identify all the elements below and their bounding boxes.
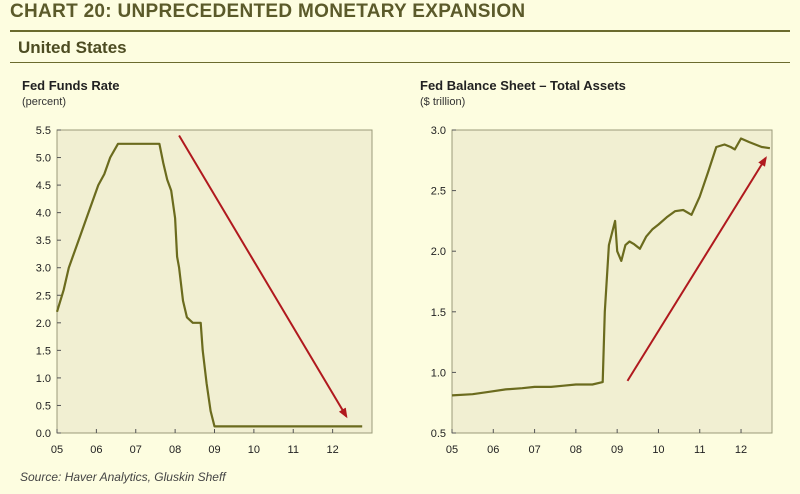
x-tick-label: 07: [528, 444, 540, 456]
right-panel-unit: ($ trillion): [420, 96, 466, 108]
y-tick-label: 2.0: [36, 318, 51, 330]
fed-funds-trend-arrow: [178, 134, 348, 419]
y-tick-label: 2.0: [431, 246, 446, 258]
y-tick-label: 1.0: [431, 367, 446, 379]
x-tick-label: 09: [611, 444, 623, 456]
y-tick-label: 0.5: [36, 400, 51, 412]
balance-sheet-plot-area: [451, 129, 773, 434]
y-tick-label: 1.5: [431, 307, 446, 319]
y-tick-label: 5.0: [36, 153, 51, 165]
y-tick-label: 3.0: [36, 263, 51, 275]
y-tick-label: 0.5: [431, 428, 446, 440]
x-tick-label: 08: [169, 444, 181, 456]
balance-sheet-series-line: [451, 137, 771, 397]
x-tick-label: 06: [487, 444, 499, 456]
header-rule: [10, 30, 790, 32]
source-note: Source: Haver Analytics, Gluskin Sheff: [20, 470, 226, 484]
left-panel-unit: (percent): [22, 96, 67, 108]
fed-funds-plot-area: [56, 129, 373, 434]
x-tick-label: 07: [130, 444, 142, 456]
x-tick-label: 12: [735, 444, 747, 456]
y-tick-label: 2.5: [431, 186, 446, 198]
y-tick-label: 1.5: [36, 345, 51, 357]
x-tick-label: 11: [694, 444, 705, 456]
y-tick-label: 5.5: [36, 125, 51, 137]
x-tick-label: 12: [327, 444, 339, 456]
y-tick-label: 0.0: [36, 428, 51, 440]
y-tick-label: 1.0: [36, 373, 51, 385]
balance-sheet-trend-arrow: [626, 156, 767, 382]
y-tick-label: 2.5: [36, 290, 51, 302]
left-panel-title: Fed Funds Rate: [22, 78, 120, 93]
x-tick-label: 05: [51, 444, 63, 456]
y-tick-label: 3.5: [36, 235, 51, 247]
chart-title: CHART 20: UNPRECEDENTED MONETARY EXPANSI…: [10, 1, 526, 22]
x-tick-label: 10: [248, 444, 260, 456]
x-tick-label: 09: [208, 444, 220, 456]
y-tick-label: 4.0: [36, 208, 51, 220]
y-tick-label: 4.5: [36, 180, 51, 192]
fed-funds-series-line: [55, 142, 363, 428]
y-tick-label: 3.0: [431, 125, 446, 137]
x-tick-label: 11: [288, 444, 299, 456]
x-tick-label: 10: [652, 444, 664, 456]
chart-subtitle: United States: [18, 38, 127, 57]
subheader-rule: [10, 62, 790, 63]
x-tick-label: 08: [570, 444, 582, 456]
right-panel-title: Fed Balance Sheet – Total Assets: [420, 78, 626, 93]
x-tick-label: 06: [90, 444, 102, 456]
x-tick-label: 05: [446, 444, 458, 456]
